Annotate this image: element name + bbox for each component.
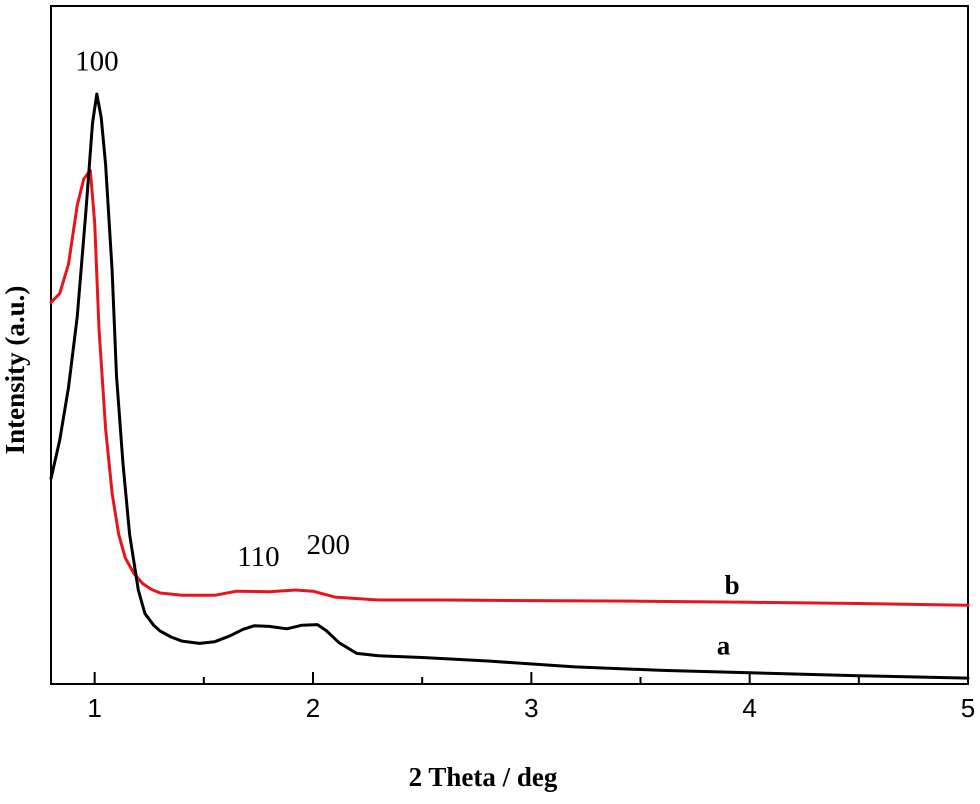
series-labels: ab <box>717 570 740 660</box>
series-label-b: b <box>725 570 740 600</box>
peak-label-110: 110 <box>237 541 279 573</box>
plot-frame <box>50 5 969 685</box>
x-tick-label: 4 <box>742 693 756 723</box>
series-lines <box>49 92 970 680</box>
peak-annotations: 100 110 200 <box>75 46 350 573</box>
x-axis-title: 2 Theta / deg <box>409 762 558 792</box>
peak-label-200: 200 <box>307 529 351 561</box>
x-tick-label: 5 <box>961 693 975 723</box>
x-axis-tick-labels: 1 2 3 4 5 <box>87 693 975 723</box>
peak-label-100: 100 <box>75 46 119 78</box>
x-tick-label: 1 <box>87 693 101 723</box>
y-axis-title: Intensity (a.u.) <box>0 286 30 455</box>
series-line-b <box>49 168 970 607</box>
x-tick-label: 3 <box>524 693 538 723</box>
series-label-a: a <box>717 631 731 661</box>
x-tick-label: 2 <box>306 693 320 723</box>
series-line-a <box>49 92 970 680</box>
